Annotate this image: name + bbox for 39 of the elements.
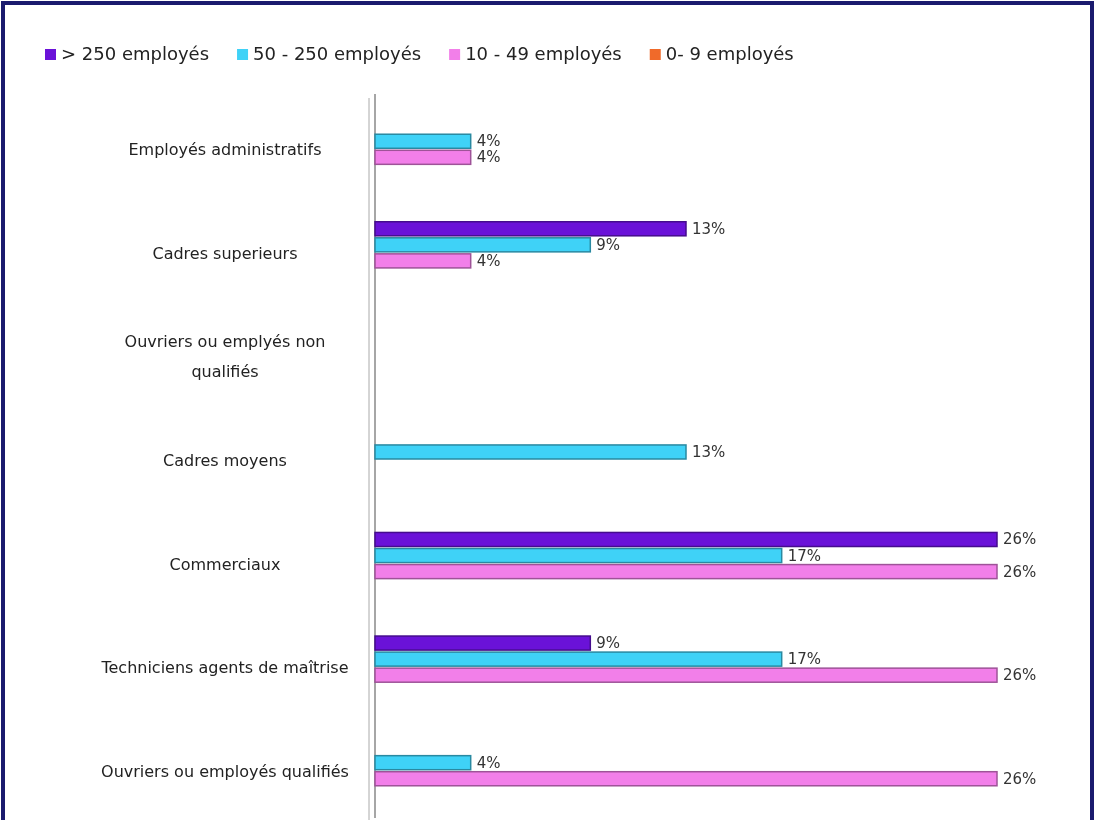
data-label: 26% — [1003, 769, 1037, 788]
y-tick-label: Cadres moyens — [163, 451, 287, 470]
bar — [374, 133, 472, 150]
legend-label: 0- 9 employés — [665, 43, 794, 64]
data-label: 26% — [1003, 562, 1037, 581]
bar — [374, 754, 472, 771]
data-label: 9% — [596, 634, 621, 653]
bar — [374, 635, 592, 651]
bar — [374, 444, 687, 460]
data-label: 26% — [1003, 666, 1037, 685]
y-tick-label: Commerciaux — [169, 554, 281, 574]
bar — [374, 667, 998, 683]
data-label: 9% — [596, 235, 621, 254]
y-tick-label: Ouvriers ou employés qualifiés — [101, 761, 349, 781]
data-label: 26% — [1003, 530, 1037, 549]
bar — [374, 770, 998, 787]
bar — [374, 237, 592, 253]
bar — [374, 547, 783, 564]
data-label: 17% — [787, 650, 822, 669]
data-label: 13% — [692, 219, 726, 238]
bar — [374, 531, 998, 548]
y-tick-label: Employés administratifs — [128, 140, 322, 160]
data-label: 17% — [787, 546, 822, 565]
y-tick-label: Techniciens agents de maîtrise — [100, 658, 349, 678]
legend-label: 10 - 49 employés — [465, 43, 622, 64]
data-label: 4% — [476, 753, 501, 772]
bar — [374, 253, 472, 269]
data-label: 4% — [476, 132, 501, 151]
data-label: 4% — [476, 148, 501, 167]
data-label: 4% — [476, 251, 501, 270]
legend-label: 50 - 250 employés — [253, 43, 422, 64]
data-label: 13% — [692, 442, 726, 461]
bar — [374, 563, 998, 580]
bar — [374, 149, 472, 166]
bar — [374, 221, 687, 237]
y-tick-label: Cadres superieurs — [152, 243, 298, 263]
bar — [374, 651, 783, 667]
y-tick-label: Ouvriers ou emplyés non qualifiés — [124, 332, 326, 382]
legend-label: > 250 employés — [61, 43, 210, 64]
